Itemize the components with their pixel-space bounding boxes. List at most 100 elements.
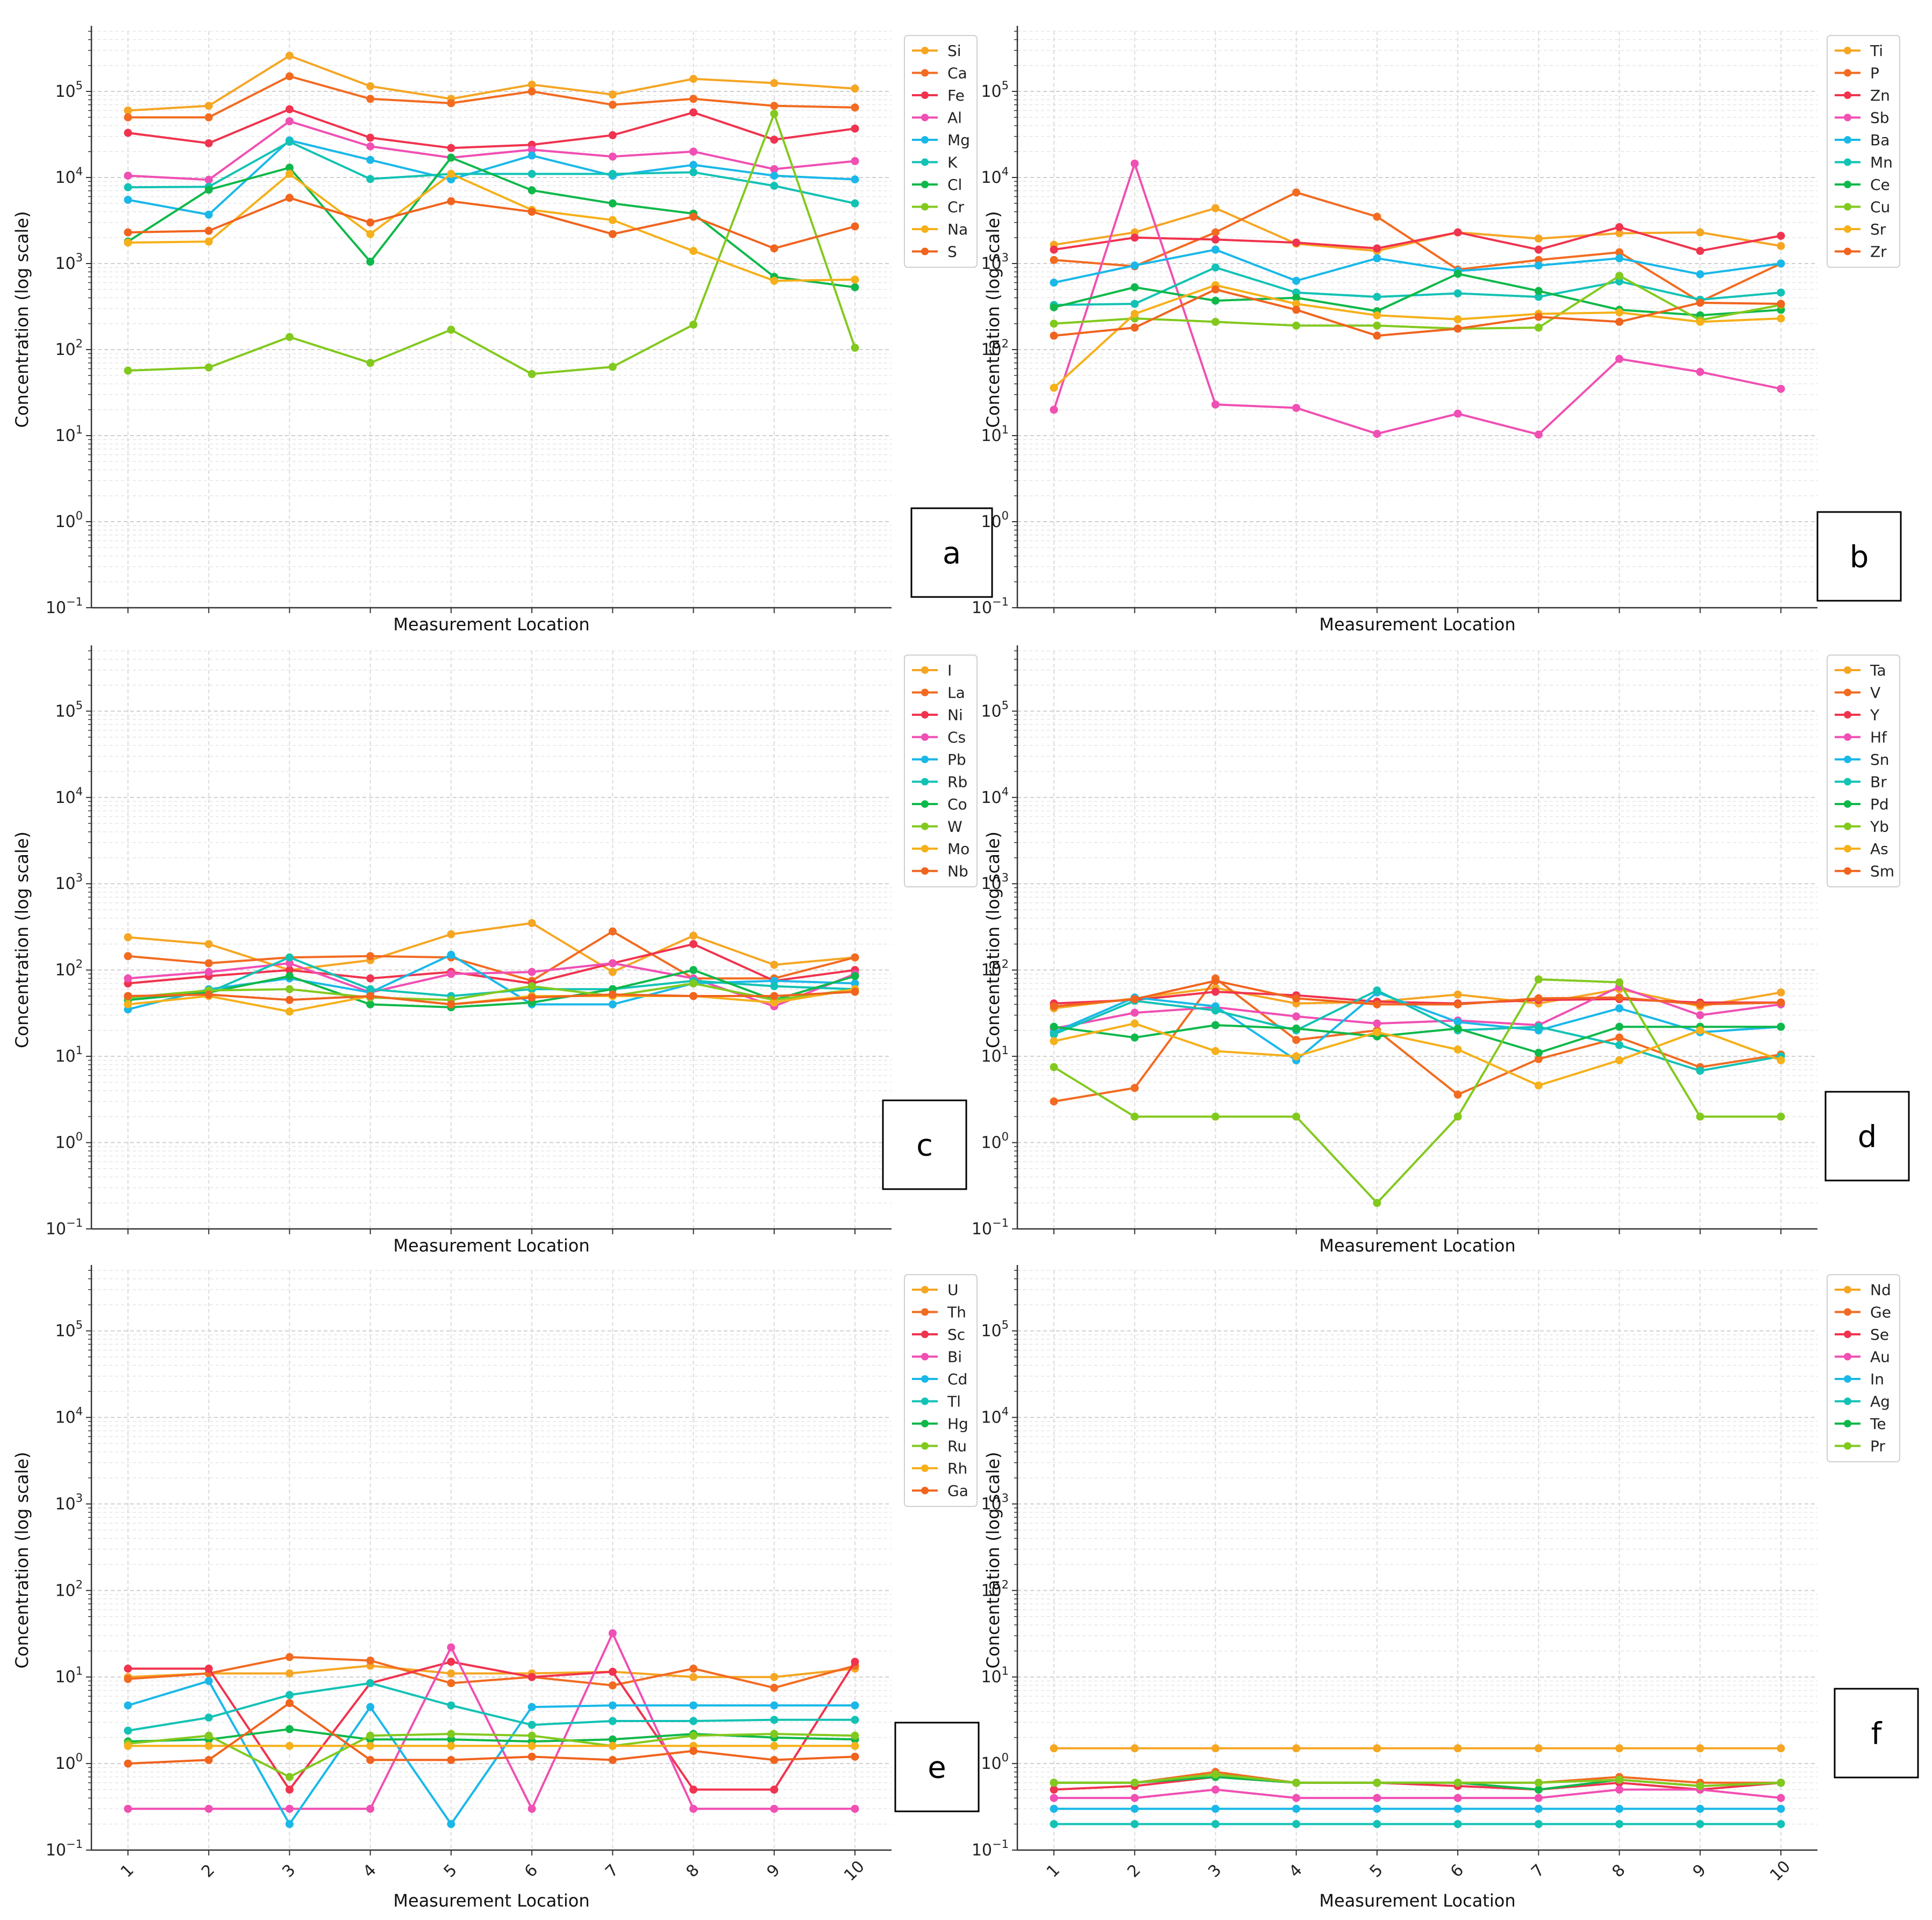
data-point: [1373, 212, 1381, 221]
data-point: [1777, 385, 1785, 393]
series-line: [127, 54, 856, 112]
data-point: [851, 987, 859, 996]
series-Yb: [1050, 975, 1785, 1207]
series-line: [127, 1702, 856, 1765]
series-S: [124, 194, 859, 253]
legend-entry: Au: [1870, 1348, 1890, 1366]
data-point: [124, 974, 132, 983]
data-point: [770, 992, 779, 1000]
data-point: [1373, 1028, 1381, 1036]
data-point: [1211, 245, 1220, 254]
y-tick-label: 100: [981, 1751, 1009, 1773]
legend: I La Ni Cs Pb Rb Co W Mo Nb: [904, 655, 978, 887]
data-point: [204, 1741, 213, 1750]
data-point: [1373, 254, 1381, 262]
data-point: [527, 919, 536, 927]
data-point: [770, 182, 779, 190]
legend-marker: [921, 800, 929, 808]
data-point: [851, 1741, 859, 1750]
data-point: [124, 238, 132, 247]
series-line: [127, 969, 856, 1008]
data-point: [285, 1691, 294, 1699]
data-point: [1211, 1804, 1220, 1813]
data-point: [285, 966, 294, 975]
data-point: [1453, 1024, 1462, 1033]
series-line: [127, 1733, 856, 1778]
data-point: [1534, 1786, 1543, 1794]
legend-entry: P: [1870, 65, 1879, 82]
data-point: [124, 1804, 132, 1813]
data-point: [1696, 270, 1705, 279]
data-point: [689, 1673, 698, 1681]
data-point: [1211, 235, 1220, 244]
legend-marker: [921, 1331, 929, 1338]
legend-marker: [921, 47, 929, 54]
data-point: [851, 1701, 859, 1710]
data-point: [1615, 317, 1624, 326]
data-point: [1534, 1081, 1543, 1090]
data-point: [1777, 1022, 1785, 1031]
data-point: [1777, 1744, 1785, 1753]
data-point: [285, 117, 294, 125]
series-As: [1050, 1019, 1785, 1090]
data-point: [447, 1741, 455, 1750]
y-tick-label: 100: [55, 1130, 83, 1153]
legend-entry: Sc: [947, 1326, 965, 1343]
y-tick-label: 103: [55, 1491, 83, 1513]
series-line: [127, 982, 856, 1001]
data-point: [1777, 998, 1785, 1007]
legend-marker: [1844, 822, 1851, 830]
data-point: [204, 1755, 213, 1764]
data-point: [1130, 1019, 1139, 1028]
data-point: [689, 1701, 698, 1710]
data-point: [1615, 254, 1624, 262]
data-point: [1777, 1056, 1785, 1064]
data-point: [608, 90, 617, 99]
data-point: [1292, 300, 1301, 308]
data-point: [1777, 241, 1785, 250]
data-point: [1615, 354, 1624, 363]
legend-entry: Yb: [1870, 818, 1889, 836]
data-point: [447, 144, 455, 152]
x-axis-label: Measurement Location: [393, 614, 589, 635]
data-point: [1534, 234, 1543, 243]
data-point: [124, 1701, 132, 1710]
data-point: [1777, 1779, 1785, 1787]
legend: Si Ca Fe Al Mg K Cl Cr Na S: [904, 35, 978, 268]
data-point: [527, 145, 536, 154]
data-point: [366, 985, 375, 993]
panel-label: c: [916, 1128, 933, 1163]
data-point: [1534, 1048, 1543, 1057]
data-point: [285, 1786, 294, 1794]
series-line: [1053, 978, 1781, 1204]
data-point: [1211, 228, 1220, 237]
data-point: [770, 1683, 779, 1692]
data-point: [1373, 986, 1381, 995]
data-point: [1292, 1794, 1301, 1802]
data-point: [1050, 1786, 1058, 1794]
data-point: [285, 1725, 294, 1733]
legend-marker: [921, 711, 929, 719]
data-point: [366, 1731, 375, 1740]
data-point: [1615, 1744, 1624, 1753]
chart-panel-d: 10−1 100 101 102 103 104 105 Measurement Locati…: [972, 645, 1910, 1256]
data-point: [1292, 188, 1301, 197]
legend-marker: [921, 1375, 929, 1383]
data-point: [1211, 1006, 1220, 1015]
data-point: [1534, 312, 1543, 321]
series-line: [127, 120, 856, 181]
data-point: [447, 1000, 455, 1009]
data-point: [1696, 1744, 1705, 1753]
data-point: [608, 362, 617, 371]
data-point: [285, 169, 294, 178]
data-point: [1292, 1804, 1301, 1813]
legend-entry: Cs: [947, 729, 966, 746]
y-tick-label: 102: [981, 958, 1009, 980]
y-tick-label: 102: [981, 337, 1009, 359]
data-point: [1373, 1820, 1381, 1829]
data-point: [124, 1726, 132, 1735]
data-point: [1211, 400, 1220, 409]
legend-entry: W: [947, 818, 963, 836]
legend-marker: [1844, 711, 1851, 719]
legend-entry: Bi: [947, 1348, 962, 1366]
